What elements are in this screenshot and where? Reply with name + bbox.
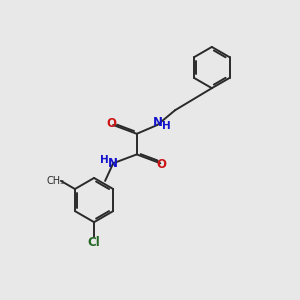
Text: O: O <box>157 158 167 171</box>
Text: H: H <box>162 121 171 130</box>
Text: O: O <box>107 117 117 130</box>
Text: N: N <box>153 116 163 129</box>
Text: H: H <box>100 155 109 165</box>
Text: CH₃: CH₃ <box>46 176 65 186</box>
Text: N: N <box>108 157 118 170</box>
Text: Cl: Cl <box>88 236 100 249</box>
